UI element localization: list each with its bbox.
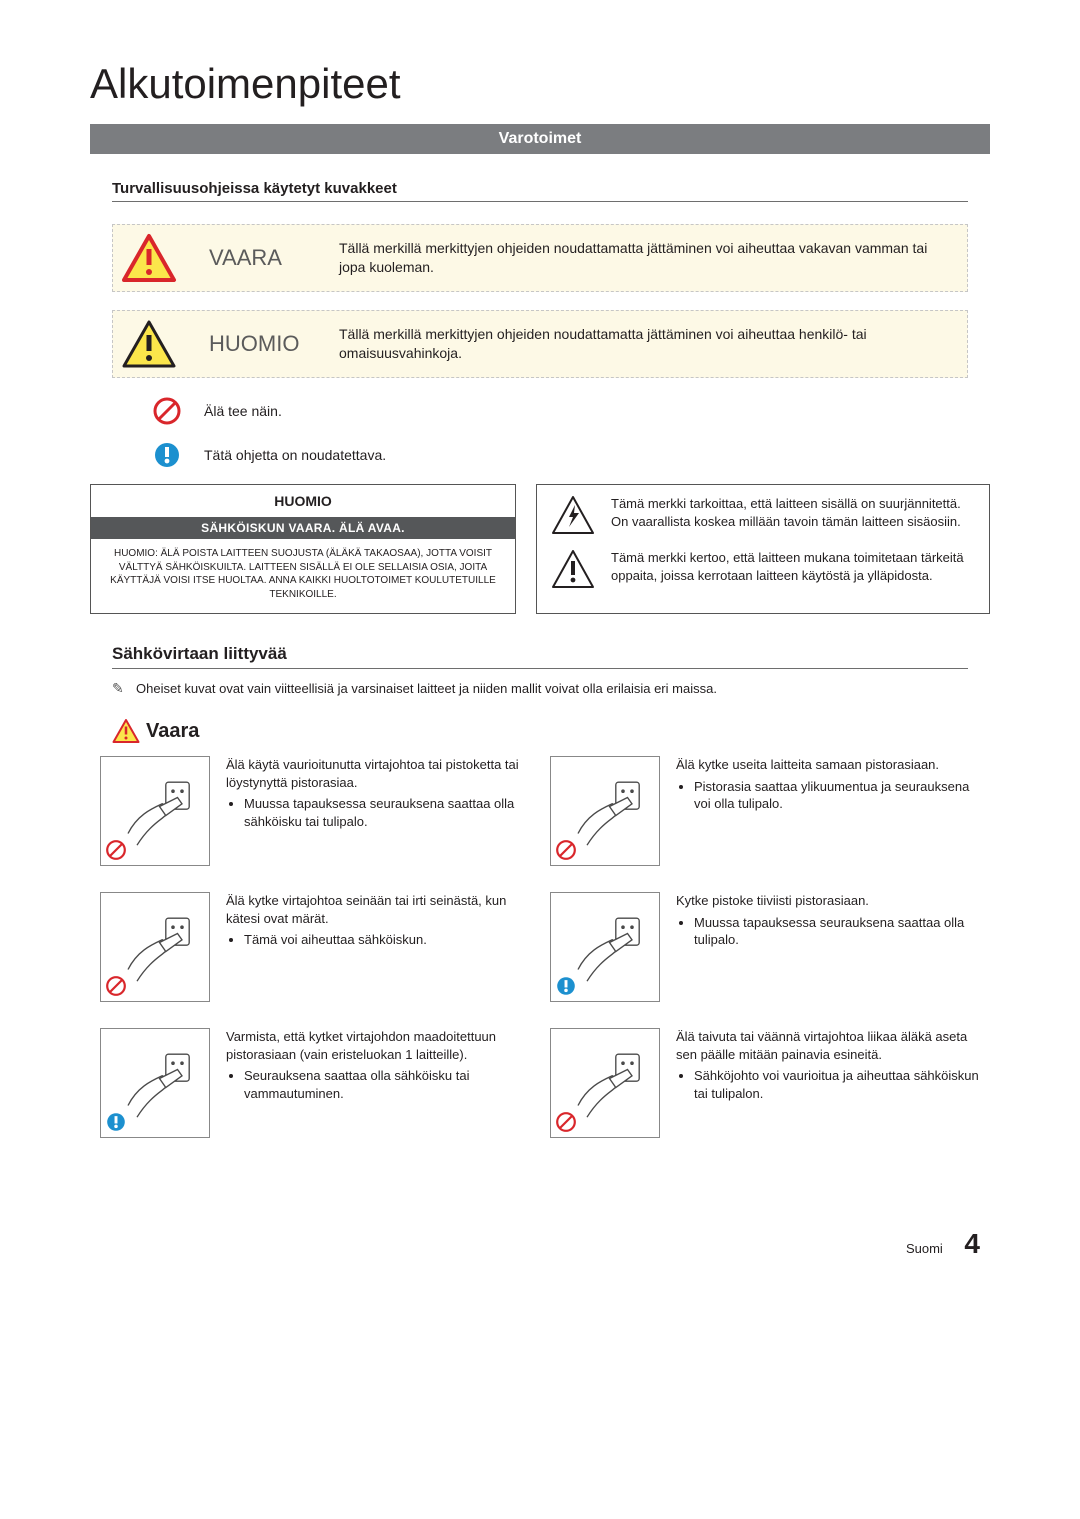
danger-triangle-icon [121,233,177,283]
danger-heading: Vaara [112,718,968,744]
icons-heading: Turvallisuusohjeissa käytetyt kuvakkeet [112,180,968,202]
prohibit-icon [555,1111,577,1133]
instruction-bullet: Muussa tapauksessa seurauksena saattaa o… [694,914,980,949]
instruction-thumb [550,756,660,866]
prohibit-icon [152,396,182,426]
danger-desc: Tällä merkillä merkittyjen ohjeiden noud… [339,239,953,277]
instruction-head: Varmista, että kytket virtajohdon maadoi… [226,1028,530,1063]
caution-label: HUOMIO [209,331,339,357]
instruction-thumb [100,756,210,866]
instruction-text: Älä kytke virtajohtoa seinään tai irti s… [226,892,530,1002]
instruction-text: Varmista, että kytket virtajohdon maadoi… [226,1028,530,1138]
instruction-thumb [100,1028,210,1138]
instruction-bullet: Muussa tapauksessa seurauksena saattaa o… [244,795,530,830]
footer-page-number: 4 [964,1228,980,1259]
instruction-text: Älä taivuta tai väännä virtajohtoa liika… [676,1028,980,1138]
power-heading: Sähkövirtaan liittyvää [112,644,968,669]
page-footer: Suomi 4 [90,1228,990,1260]
caution-panels: HUOMIO SÄHKÖISKUN VAARA. ÄLÄ AVAA. HUOMI… [90,484,990,614]
explain-manual-text: Tämä merkki kertoo, että laitteen mukana… [611,549,975,584]
instruction-bullet: Tämä voi aiheuttaa sähköiskun. [244,931,530,949]
prohibit-icon [105,975,127,997]
follow-icon [555,975,577,997]
instruction-bullet: Sähköjohto voi vaurioitua ja aiheuttaa s… [694,1067,980,1102]
instruction-bullet: Seurauksena saattaa olla sähköisku tai v… [244,1067,530,1102]
instruction-head: Älä kytke useita laitteita samaan pistor… [676,756,980,774]
instruction-head: Älä kytke virtajohtoa seinään tai irti s… [226,892,530,927]
instruction-text: Kytke pistoke tiiviisti pistorasiaan. Muu… [676,892,980,1002]
warning-table: VAARA Tällä merkillä merkittyjen ohjeide… [112,224,968,378]
instruction-cell: Varmista, että kytket virtajohdon maadoi… [100,1028,530,1138]
footer-lang: Suomi [906,1241,943,1256]
symbol-prohibit-text: Älä tee näin. [204,403,282,419]
instruction-cell: Älä kytke virtajohtoa seinään tai irti s… [100,892,530,1002]
instruction-head: Älä taivuta tai väännä virtajohtoa liika… [676,1028,980,1063]
instruction-text: Älä käytä vaurioitunutta virtajohtoa tai… [226,756,530,866]
symbol-follow-row: Tätä ohjetta on noudatettava. [152,440,968,470]
row-danger: VAARA Tällä merkillä merkittyjen ohjeide… [112,224,968,292]
high-voltage-icon [551,495,595,535]
instruction-cell: Älä taivuta tai väännä virtajohtoa liika… [550,1028,980,1138]
follow-icon [152,440,182,470]
instruction-head: Älä käytä vaurioitunutta virtajohtoa tai… [226,756,530,791]
caution-triangle-icon [121,319,177,369]
explain-box: Tämä merkki tarkoittaa, että laitteen si… [536,484,990,614]
caution-desc: Tällä merkillä merkittyjen ohjeiden noud… [339,325,953,363]
section-bar-varotoimet: Varotoimet [90,124,990,154]
instruction-bullet: Pistorasia saattaa ylikuumentua ja seura… [694,778,980,813]
caution-box-head: HUOMIO [91,485,515,517]
note-line: Oheiset kuvat ovat vain viitteellisiä ja… [136,681,968,696]
instruction-cell: Älä kytke useita laitteita samaan pistor… [550,756,980,866]
instruction-text: Älä kytke useita laitteita samaan pistor… [676,756,980,866]
explain-manual: Tämä merkki kertoo, että laitteen mukana… [551,549,975,589]
instruction-grid: Älä käytä vaurioitunutta virtajohtoa tai… [100,756,980,1138]
symbol-follow-text: Tätä ohjetta on noudatettava. [204,447,386,463]
danger-word: Vaara [146,720,199,743]
manual-notice-icon [551,549,595,589]
danger-label: VAARA [209,245,339,271]
instruction-cell: Kytke pistoke tiiviisti pistorasiaan. Muu… [550,892,980,1002]
explain-high-voltage-text: Tämä merkki tarkoittaa, että laitteen si… [611,495,975,530]
instruction-thumb [550,1028,660,1138]
prohibit-icon [105,839,127,861]
prohibit-icon [555,839,577,861]
symbol-prohibit-row: Älä tee näin. [152,396,968,426]
caution-box-body: HUOMIO: ÄLÄ POISTA LAITTEEN SUOJUSTA (ÄL… [91,539,515,613]
caution-box-bar: SÄHKÖISKUN VAARA. ÄLÄ AVAA. [91,517,515,539]
danger-small-icon [112,718,140,744]
instruction-head: Kytke pistoke tiiviisti pistorasiaan. [676,892,980,910]
page-title: Alkutoimenpiteet [90,60,990,108]
instruction-thumb [550,892,660,1002]
instruction-thumb [100,892,210,1002]
row-caution: HUOMIO Tällä merkillä merkittyjen ohjeid… [112,310,968,378]
instruction-cell: Älä käytä vaurioitunutta virtajohtoa tai… [100,756,530,866]
caution-box: HUOMIO SÄHKÖISKUN VAARA. ÄLÄ AVAA. HUOMI… [90,484,516,614]
follow-icon [105,1111,127,1133]
explain-high-voltage: Tämä merkki tarkoittaa, että laitteen si… [551,495,975,535]
